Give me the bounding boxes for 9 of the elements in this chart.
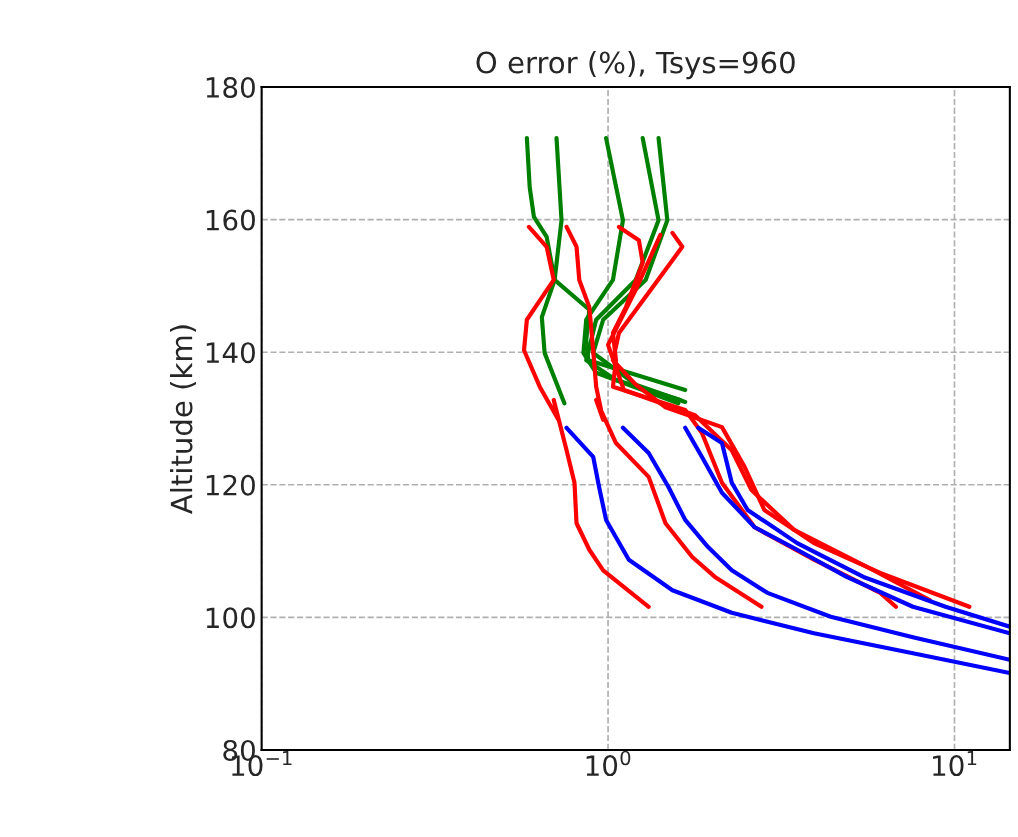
y-tick-label: 160 — [206, 209, 255, 231]
y-tick-label: 180 — [206, 76, 255, 98]
y-axis-title: Altitude (km) — [169, 325, 196, 514]
x-tick-label: 10$^{0}$ — [586, 750, 631, 777]
y-tick-label: 120 — [206, 474, 255, 496]
y-tick-label: 140 — [206, 342, 255, 364]
x-tick-label: 10$^{1}$ — [933, 750, 977, 777]
y-tick-label: 100 — [206, 607, 255, 629]
chart-title: O error (%), Tsys=960 — [476, 51, 795, 80]
